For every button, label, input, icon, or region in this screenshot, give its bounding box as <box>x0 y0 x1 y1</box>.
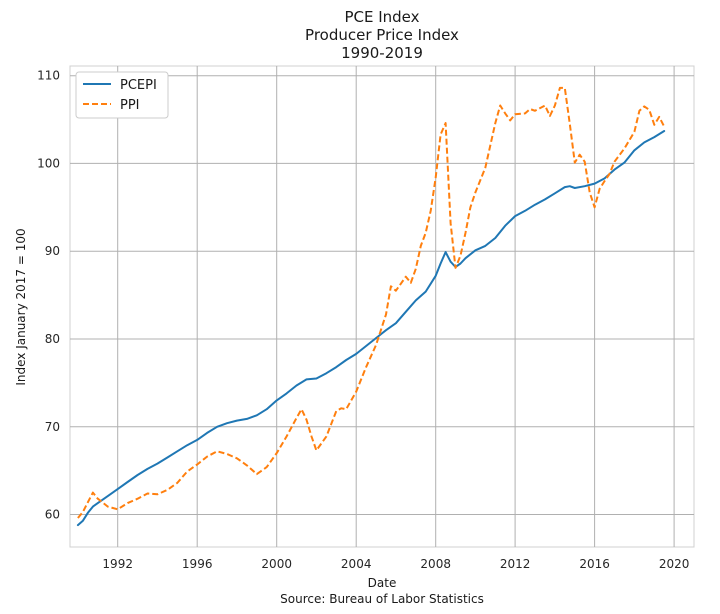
x-tick-label: 1992 <box>102 557 133 571</box>
x-tick-label: 2000 <box>261 557 292 571</box>
y-tick-label: 60 <box>45 508 60 522</box>
x-axis-ticks: 1992 1996 2000 2004 2008 2012 2016 2020 <box>102 557 689 571</box>
y-tick-label: 80 <box>45 332 60 346</box>
x-tick-label: 2004 <box>341 557 372 571</box>
series-line-pcepi <box>76 130 666 527</box>
y-tick-label: 110 <box>37 69 60 83</box>
chart-title-line-3: 1990-2019 <box>341 44 423 62</box>
plot-area <box>69 65 695 548</box>
chart-title-line-2: Producer Price Index <box>305 26 459 44</box>
x-tick-label: 1996 <box>182 557 213 571</box>
y-gridlines <box>70 75 694 515</box>
y-axis-label: Index January 2017 = 100 <box>14 228 28 385</box>
x-axis-label: Date <box>368 576 397 590</box>
legend-label-ppi: PPI <box>120 98 140 113</box>
legend: PCEPI PPI <box>75 71 169 119</box>
y-tick-label: 90 <box>45 244 60 258</box>
series-layer <box>76 86 666 527</box>
x-tick-label: 2020 <box>659 557 690 571</box>
x-tick-label: 2008 <box>420 557 451 571</box>
x-gridlines <box>117 66 675 547</box>
x-tick-label: 2016 <box>579 557 610 571</box>
x-tick-label: 2012 <box>500 557 531 571</box>
y-tick-label: 100 <box>37 156 60 170</box>
source-note: Source: Bureau of Labor Statistics <box>280 592 484 606</box>
y-axis-ticks: 60 70 80 90 100 110 <box>37 69 60 522</box>
chart-title-line-1: PCE Index <box>344 8 419 26</box>
series-line-ppi <box>77 86 666 519</box>
legend-label-pcepi: PCEPI <box>120 78 157 93</box>
y-tick-label: 70 <box>45 420 60 434</box>
